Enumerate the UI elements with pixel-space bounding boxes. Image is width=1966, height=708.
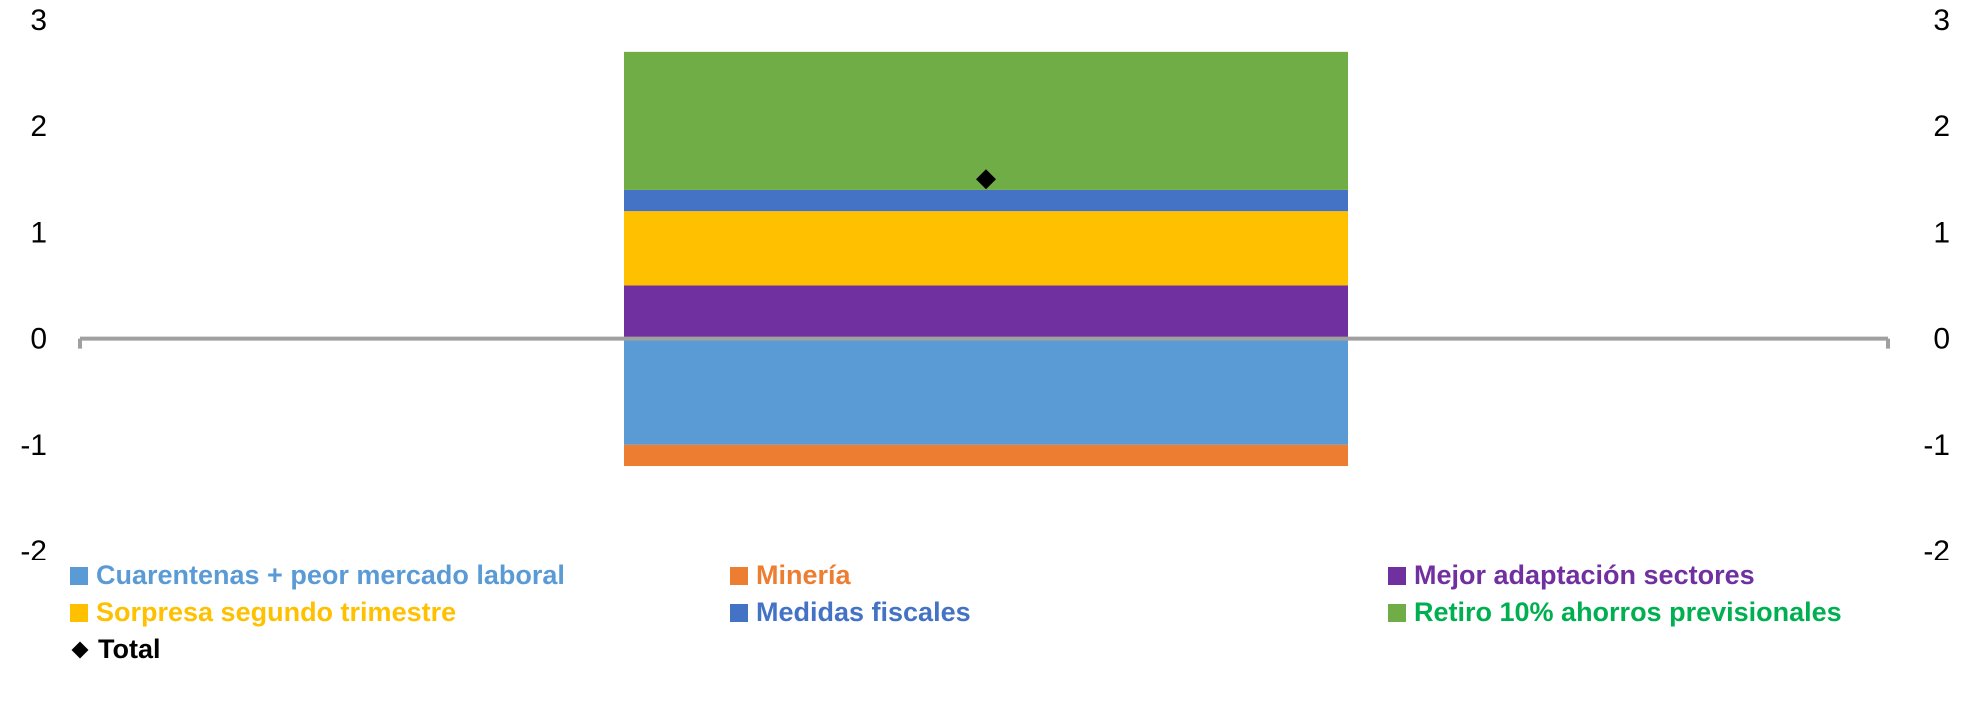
bar-segment xyxy=(624,189,1348,212)
zero-line xyxy=(78,336,1890,349)
left-tick-label: 3 xyxy=(30,4,47,37)
legend-swatch xyxy=(730,603,748,622)
legend-row-3: Total xyxy=(70,634,1950,671)
bar-segments xyxy=(624,51,1348,467)
legend-label: Total xyxy=(98,634,161,664)
right-tick-label: 3 xyxy=(1933,4,1950,37)
right-tick-label: -2 xyxy=(1923,535,1950,560)
diamond-icon xyxy=(71,641,89,658)
legend: Cuarentenas + peor mercado laboral Miner… xyxy=(70,560,1950,671)
right-tick-label: 0 xyxy=(1933,323,1950,356)
legend-swatch xyxy=(70,566,88,585)
left-tick-label: 2 xyxy=(30,110,47,143)
legend-item-mejor-adaptacion: Mejor adaptación sectores xyxy=(1388,560,1755,591)
bar-segment xyxy=(624,51,1348,190)
left-tick-label: 1 xyxy=(30,216,47,249)
legend-item-medidas-fiscales: Medidas fiscales xyxy=(730,597,971,628)
bar-segment xyxy=(624,285,1348,339)
legend-item-retiro: Retiro 10% ahorros previsionales xyxy=(1388,597,1842,628)
legend-swatch xyxy=(730,566,748,585)
right-tick-label: 1 xyxy=(1933,216,1950,249)
legend-swatch xyxy=(70,603,88,622)
right-tick-label: 2 xyxy=(1933,110,1950,143)
legend-row-1: Cuarentenas + peor mercado laboral Miner… xyxy=(70,560,1950,597)
left-tick-label: -2 xyxy=(20,535,47,560)
legend-item-total: Total xyxy=(70,634,161,665)
bar-segment xyxy=(624,211,1348,286)
stacked-bar-chart: 3 2 1 0 -1 -2 3 2 1 0 -1 -2 xyxy=(20,4,1950,560)
legend-label: Minería xyxy=(756,560,851,590)
legend-label: Cuarentenas + peor mercado laboral xyxy=(96,560,565,590)
legend-swatch xyxy=(1388,603,1406,622)
legend-item-cuarentenas: Cuarentenas + peor mercado laboral xyxy=(70,560,565,591)
bar-segment xyxy=(624,444,1348,467)
legend-item-mineria: Minería xyxy=(730,560,851,591)
legend-row-2: Sorpresa segundo trimestre Medidas fisca… xyxy=(70,597,1950,634)
bar-segment xyxy=(624,338,1348,445)
left-axis-ticks: 3 2 1 0 -1 -2 xyxy=(20,4,47,560)
left-tick-label: 0 xyxy=(30,323,47,356)
right-axis-ticks: 3 2 1 0 -1 -2 xyxy=(1923,4,1950,560)
legend-swatch xyxy=(1388,566,1406,585)
left-tick-label: -1 xyxy=(20,429,47,462)
total-marker xyxy=(976,169,996,190)
legend-label: Mejor adaptación sectores xyxy=(1414,560,1755,590)
total-markers xyxy=(976,169,996,190)
right-tick-label: -1 xyxy=(1923,429,1950,462)
legend-label: Sorpresa segundo trimestre xyxy=(96,597,457,627)
legend-label: Medidas fiscales xyxy=(756,597,971,627)
legend-label: Retiro 10% ahorros previsionales xyxy=(1414,597,1842,627)
legend-item-sorpresa: Sorpresa segundo trimestre xyxy=(70,597,456,628)
